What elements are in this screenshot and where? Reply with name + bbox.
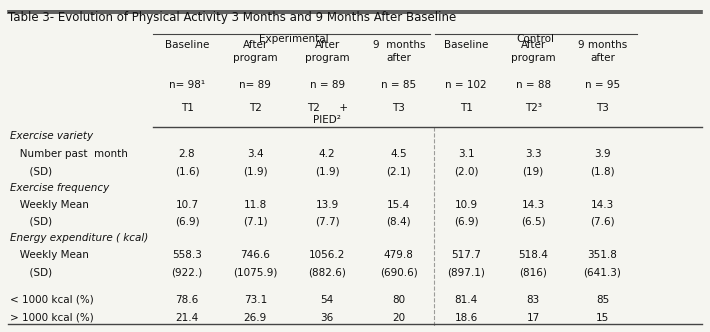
Text: Weekly Mean: Weekly Mean	[10, 200, 89, 210]
Text: 21.4: 21.4	[175, 313, 199, 323]
Text: 15: 15	[596, 313, 609, 323]
Text: 3.1: 3.1	[458, 149, 474, 159]
Text: 10.7: 10.7	[175, 200, 199, 210]
Text: Number past  month: Number past month	[10, 149, 128, 159]
Text: 81.4: 81.4	[454, 294, 478, 304]
Text: n= 89: n= 89	[239, 80, 271, 90]
Text: Experimental: Experimental	[258, 34, 328, 43]
Text: 10.9: 10.9	[454, 200, 478, 210]
Text: (7.7): (7.7)	[315, 217, 339, 227]
Text: (641.3): (641.3)	[584, 267, 621, 277]
Text: < 1000 kcal (%): < 1000 kcal (%)	[10, 294, 94, 304]
Text: 746.6: 746.6	[241, 250, 271, 260]
Text: (SD): (SD)	[10, 166, 52, 177]
Text: T1: T1	[459, 103, 472, 113]
Text: (7.6): (7.6)	[590, 217, 615, 227]
Text: 26.9: 26.9	[244, 313, 267, 323]
Text: (922.): (922.)	[171, 267, 202, 277]
Text: > 1000 kcal (%): > 1000 kcal (%)	[10, 313, 94, 323]
Text: 517.7: 517.7	[451, 250, 481, 260]
Text: After
program: After program	[511, 40, 555, 63]
Text: (SD): (SD)	[10, 267, 52, 277]
Text: 351.8: 351.8	[588, 250, 618, 260]
Text: 11.8: 11.8	[244, 200, 267, 210]
Text: Weekly Mean: Weekly Mean	[10, 250, 89, 260]
Text: 9  months
after: 9 months after	[373, 40, 425, 63]
Text: (8.4): (8.4)	[386, 217, 411, 227]
Text: n = 102: n = 102	[445, 80, 487, 90]
Text: (1.9): (1.9)	[315, 166, 339, 177]
Text: 3.9: 3.9	[594, 149, 611, 159]
Text: 17: 17	[527, 313, 540, 323]
Text: T2      +
PIED²: T2 + PIED²	[307, 103, 348, 125]
Text: 14.3: 14.3	[522, 200, 545, 210]
Text: (816): (816)	[519, 267, 547, 277]
Text: 4.2: 4.2	[319, 149, 335, 159]
Text: Baseline: Baseline	[444, 40, 488, 50]
Text: 479.8: 479.8	[384, 250, 414, 260]
Text: (882.6): (882.6)	[308, 267, 346, 277]
Text: 9 months
after: 9 months after	[578, 40, 627, 63]
Text: 518.4: 518.4	[518, 250, 548, 260]
Text: T3: T3	[596, 103, 609, 113]
Text: (1.8): (1.8)	[590, 166, 615, 177]
Text: After
program: After program	[305, 40, 349, 63]
Text: n = 95: n = 95	[585, 80, 620, 90]
Text: 1056.2: 1056.2	[309, 250, 345, 260]
Text: (1075.9): (1075.9)	[233, 267, 278, 277]
Text: (1.6): (1.6)	[175, 166, 200, 177]
Text: Table 3- Evolution of Physical Activity 3 Months and 9 Months After Baseline: Table 3- Evolution of Physical Activity …	[9, 11, 457, 24]
Text: T2: T2	[248, 103, 262, 113]
Text: n= 98¹: n= 98¹	[169, 80, 205, 90]
Text: T2³: T2³	[525, 103, 542, 113]
Text: (6.9): (6.9)	[175, 217, 200, 227]
Text: 15.4: 15.4	[387, 200, 410, 210]
Text: 85: 85	[596, 294, 609, 304]
Text: 20: 20	[393, 313, 405, 323]
Text: Baseline: Baseline	[165, 40, 209, 50]
Text: Energy expenditure ( kcal): Energy expenditure ( kcal)	[10, 233, 148, 243]
Text: (690.6): (690.6)	[380, 267, 417, 277]
Text: n = 88: n = 88	[515, 80, 551, 90]
Text: (19): (19)	[523, 166, 544, 177]
Text: n = 85: n = 85	[381, 80, 416, 90]
Text: 73.1: 73.1	[244, 294, 267, 304]
Text: Control: Control	[516, 34, 555, 43]
Text: (2.1): (2.1)	[386, 166, 411, 177]
Text: 54: 54	[320, 294, 334, 304]
Text: (897.1): (897.1)	[447, 267, 485, 277]
Text: T1: T1	[180, 103, 193, 113]
Text: 78.6: 78.6	[175, 294, 199, 304]
Text: After
program: After program	[233, 40, 278, 63]
Text: (6.5): (6.5)	[521, 217, 545, 227]
Text: 3.3: 3.3	[525, 149, 542, 159]
Text: 13.9: 13.9	[315, 200, 339, 210]
Text: (1.9): (1.9)	[243, 166, 268, 177]
Text: 18.6: 18.6	[454, 313, 478, 323]
Text: 36: 36	[320, 313, 334, 323]
Text: (6.9): (6.9)	[454, 217, 479, 227]
Text: 14.3: 14.3	[591, 200, 614, 210]
Text: 2.8: 2.8	[179, 149, 195, 159]
Text: 3.4: 3.4	[247, 149, 263, 159]
Text: 558.3: 558.3	[172, 250, 202, 260]
Text: n = 89: n = 89	[310, 80, 344, 90]
Text: (7.1): (7.1)	[243, 217, 268, 227]
Text: 80: 80	[393, 294, 405, 304]
Text: T3: T3	[393, 103, 405, 113]
Text: 4.5: 4.5	[391, 149, 407, 159]
Text: 83: 83	[527, 294, 540, 304]
Text: (2.0): (2.0)	[454, 166, 479, 177]
Text: Exercise variety: Exercise variety	[10, 131, 93, 141]
Text: Exercise frequency: Exercise frequency	[10, 183, 109, 193]
Text: (SD): (SD)	[10, 217, 52, 227]
